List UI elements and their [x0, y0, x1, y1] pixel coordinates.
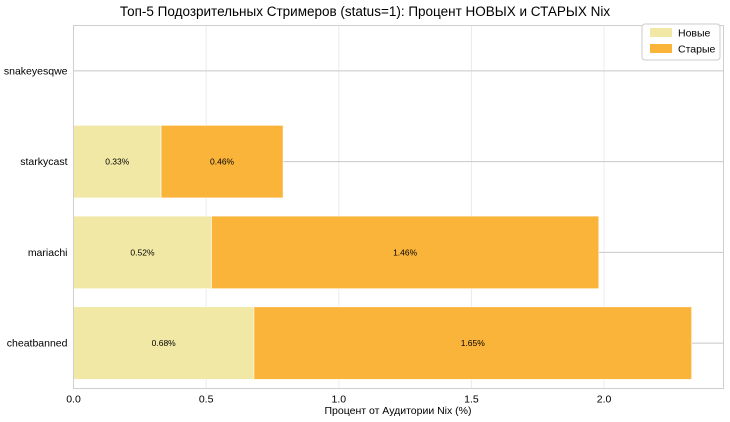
x-tick-label: 0.5 — [199, 394, 214, 406]
legend-label-old: Старые — [678, 44, 716, 56]
bar-old — [160, 125, 284, 199]
bars-layer: 0.33% 0.46% 0.52% 1.46% 0.68% 1.65% — [73, 125, 692, 380]
bar-data-label: 0.68% — [152, 338, 177, 348]
x-tick-label: 0.0 — [66, 394, 81, 406]
bar-data-label: 1.65% — [461, 338, 486, 348]
bar-data-label: 0.46% — [210, 157, 235, 167]
x-tick-label: 2.0 — [597, 394, 612, 406]
legend-swatch-new — [650, 28, 672, 37]
x-tick-label: 1.5 — [464, 394, 479, 406]
y-tick-label: mariachi — [28, 247, 68, 259]
bar-data-label: 0.33% — [105, 157, 130, 167]
chart-title: Топ-5 Подозрительных Стримеров (status=1… — [120, 4, 610, 19]
x-axis-label: Процент от Аудитории Nix (%) — [324, 405, 471, 417]
bar-data-label: 0.52% — [130, 247, 155, 257]
y-tick-label: starkycast — [20, 156, 67, 168]
bar-old — [253, 306, 692, 380]
legend-label-new: Новые — [678, 28, 711, 40]
bar-new — [73, 215, 212, 289]
y-tick-label: snakeyesqwe — [4, 65, 68, 77]
y-axis: snakeyesqwe starkycast mariachi cheatbanned — [4, 65, 68, 349]
legend-swatch-old — [650, 44, 672, 53]
bar-new — [73, 306, 255, 380]
x-tick-label: 1.0 — [332, 394, 347, 406]
bar-data-label: 1.46% — [393, 247, 418, 257]
legend: Новые Старые — [641, 23, 721, 61]
y-tick-label: cheatbanned — [7, 338, 68, 350]
plot-frame — [73, 25, 724, 389]
x-axis: 0.0 0.5 1.0 1.5 2.0 — [66, 394, 611, 406]
bar-old — [211, 215, 600, 289]
